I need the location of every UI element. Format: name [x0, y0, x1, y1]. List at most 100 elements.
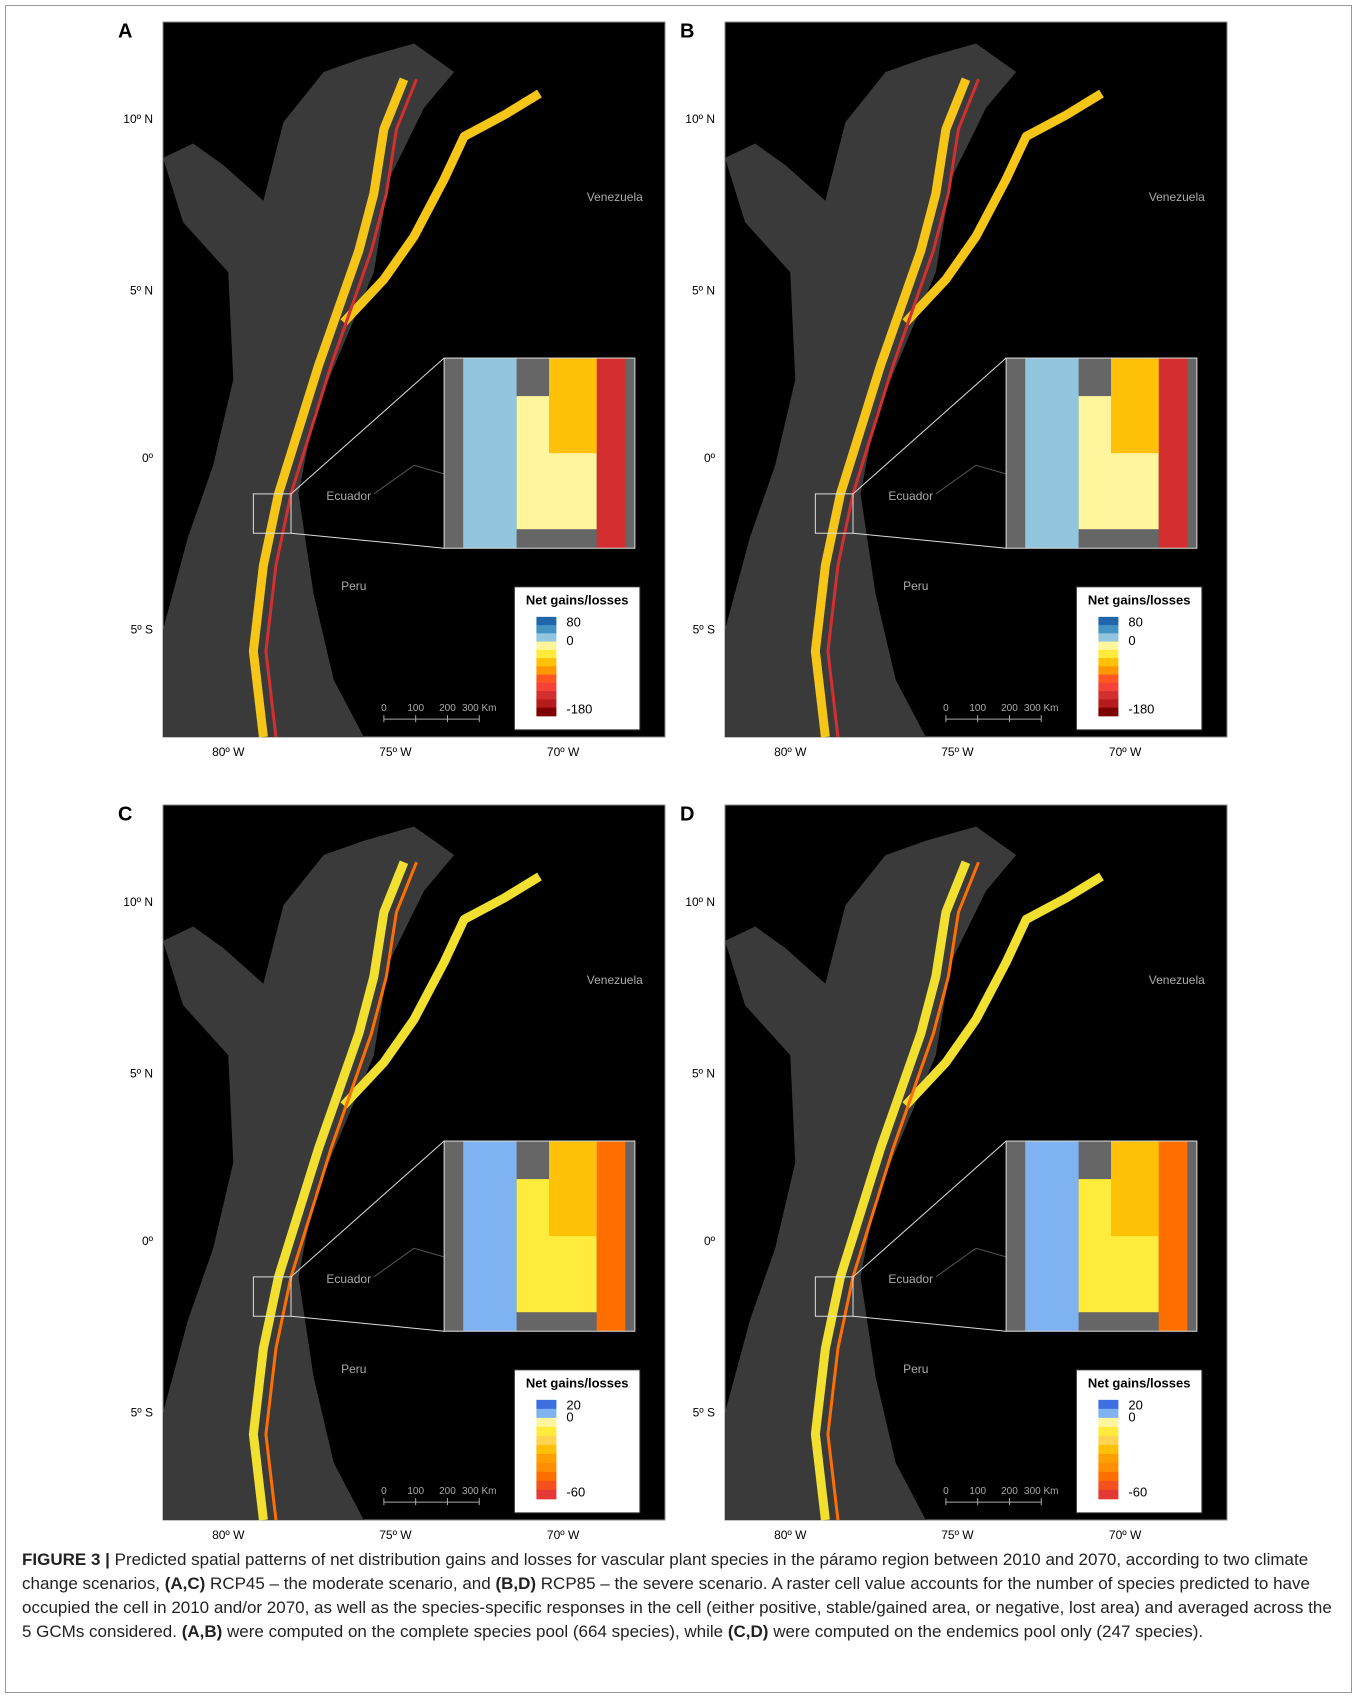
zoom-line	[290, 532, 445, 549]
lat-tick-label: 5º S	[693, 623, 715, 637]
caption-bold: (B,D)	[495, 1574, 537, 1593]
figure-frame	[5, 5, 1352, 1693]
legend-zero: 0	[566, 1409, 573, 1424]
legend-swatch	[536, 633, 557, 643]
zoom-line	[852, 532, 1007, 549]
country-label: Peru	[903, 1362, 928, 1376]
legend-max: 80	[566, 614, 580, 629]
lon-tick-label: 80º W	[212, 1528, 245, 1540]
scale-label: 200	[1001, 703, 1018, 714]
map-panel	[162, 21, 666, 738]
lat-tick-label: 5º N	[130, 1067, 153, 1081]
zoom-line	[852, 357, 1007, 495]
legend-swatch	[1098, 1489, 1119, 1500]
inset-zone	[1158, 1141, 1188, 1332]
legend-zero: 0	[566, 633, 573, 648]
legend-swatch	[536, 641, 557, 651]
zoom-box	[814, 1276, 854, 1317]
lon-tick-label: 70º W	[1109, 1528, 1142, 1540]
zoom-line	[852, 1315, 1007, 1332]
legend-swatch	[1098, 1471, 1119, 1482]
caption-text: Predicted spatial patterns of net distri…	[22, 1550, 1309, 1593]
andes-range-edge	[826, 861, 980, 1521]
legend-swatch	[1098, 1417, 1119, 1428]
scale-label: 300 Km	[1024, 703, 1058, 714]
inset-zone	[1025, 358, 1079, 549]
legend-swatch	[1098, 658, 1119, 667]
lon-tick-label: 75º W	[379, 745, 412, 759]
lon-tick-label: 70º W	[1109, 745, 1142, 759]
map-panel	[724, 804, 1228, 1521]
lat-tick-label: 5º S	[131, 1406, 153, 1420]
country-label: Venezuela	[587, 973, 643, 987]
country-label: Peru	[341, 579, 366, 593]
legend-swatch	[1098, 699, 1119, 709]
lat-tick-label: 5º N	[130, 284, 153, 298]
legend-swatch	[536, 1480, 557, 1491]
country-label: Venezuela	[587, 190, 643, 204]
scale-label: 200	[439, 703, 456, 714]
lat-tick-label: 0º	[704, 1234, 716, 1248]
legend-swatch	[536, 1471, 557, 1482]
lat-tick-label: 0º	[704, 451, 716, 465]
legend-box	[513, 586, 641, 731]
legend-swatch	[1098, 666, 1119, 676]
caption: FIGURE 3 | Predicted spatial patterns of…	[22, 1548, 1340, 1644]
scale-label: 100	[969, 1486, 986, 1497]
legend-swatch	[1098, 1462, 1119, 1473]
legend-swatch	[1098, 633, 1119, 643]
lat-tick-label: 5º S	[131, 623, 153, 637]
legend-swatch	[1098, 649, 1119, 659]
lat-tick-label: 5º S	[693, 1406, 715, 1420]
country-label: Peru	[341, 1362, 366, 1376]
andes-range	[248, 77, 409, 738]
legend-swatch	[536, 616, 557, 626]
legend-swatch	[536, 1435, 557, 1446]
zoom-line	[852, 1140, 1007, 1278]
legend-min: -60	[566, 1484, 585, 1499]
figure: A 10º N 5º N 0º 5º S 80º W 75º W 70º W Venezuela…	[118, 20, 1228, 1540]
legend-swatch	[536, 625, 557, 634]
legend-title: Net gains/losses	[1088, 1375, 1191, 1390]
panel-label: A	[118, 20, 132, 42]
country-label: Ecuador	[326, 489, 371, 503]
legend-swatch	[1098, 1453, 1119, 1464]
panel-label: C	[118, 803, 132, 825]
lon-tick-label: 75º W	[941, 745, 974, 759]
legend-swatch	[1098, 674, 1119, 684]
legend-max: 20	[1128, 1397, 1142, 1412]
lat-tick-label: 10º N	[123, 112, 153, 126]
legend-swatch	[1098, 691, 1119, 700]
legend-swatch	[1098, 707, 1119, 717]
country-label: Ecuador	[326, 1272, 371, 1286]
legend-zero: 0	[1128, 1409, 1135, 1424]
scale-label: 100	[969, 703, 986, 714]
legend-min: -180	[1128, 701, 1154, 716]
scale-label: 0	[381, 703, 387, 714]
andes-range	[810, 77, 971, 738]
country-label: Ecuador	[888, 1272, 933, 1286]
lon-tick-label: 80º W	[212, 745, 245, 759]
caption-text: were computed on the endemics pool only …	[768, 1622, 1204, 1641]
lat-tick-label: 5º N	[692, 284, 715, 298]
lon-tick-label: 80º W	[774, 745, 807, 759]
legend-swatch	[536, 658, 557, 667]
zoom-line	[290, 357, 445, 495]
zoom-box	[814, 493, 854, 534]
inset-frame	[1005, 357, 1198, 549]
scale-label: 300 Km	[462, 703, 496, 714]
legend-title: Net gains/losses	[526, 592, 629, 607]
inset-frame	[1005, 1140, 1198, 1332]
caption-text: were computed on the complete species po…	[222, 1622, 728, 1641]
andes-range	[810, 860, 971, 1521]
legend-swatch	[536, 691, 557, 700]
inset-frame	[443, 1140, 636, 1332]
legend-swatch	[536, 682, 557, 692]
legend-swatch	[1098, 1426, 1119, 1437]
scale-label: 200	[439, 1486, 456, 1497]
zoom-line	[290, 1315, 445, 1332]
legend-swatch	[1098, 616, 1119, 626]
legend-swatch	[536, 1453, 557, 1464]
legend-swatch	[536, 674, 557, 684]
caption-bold: (A,C)	[164, 1574, 206, 1593]
